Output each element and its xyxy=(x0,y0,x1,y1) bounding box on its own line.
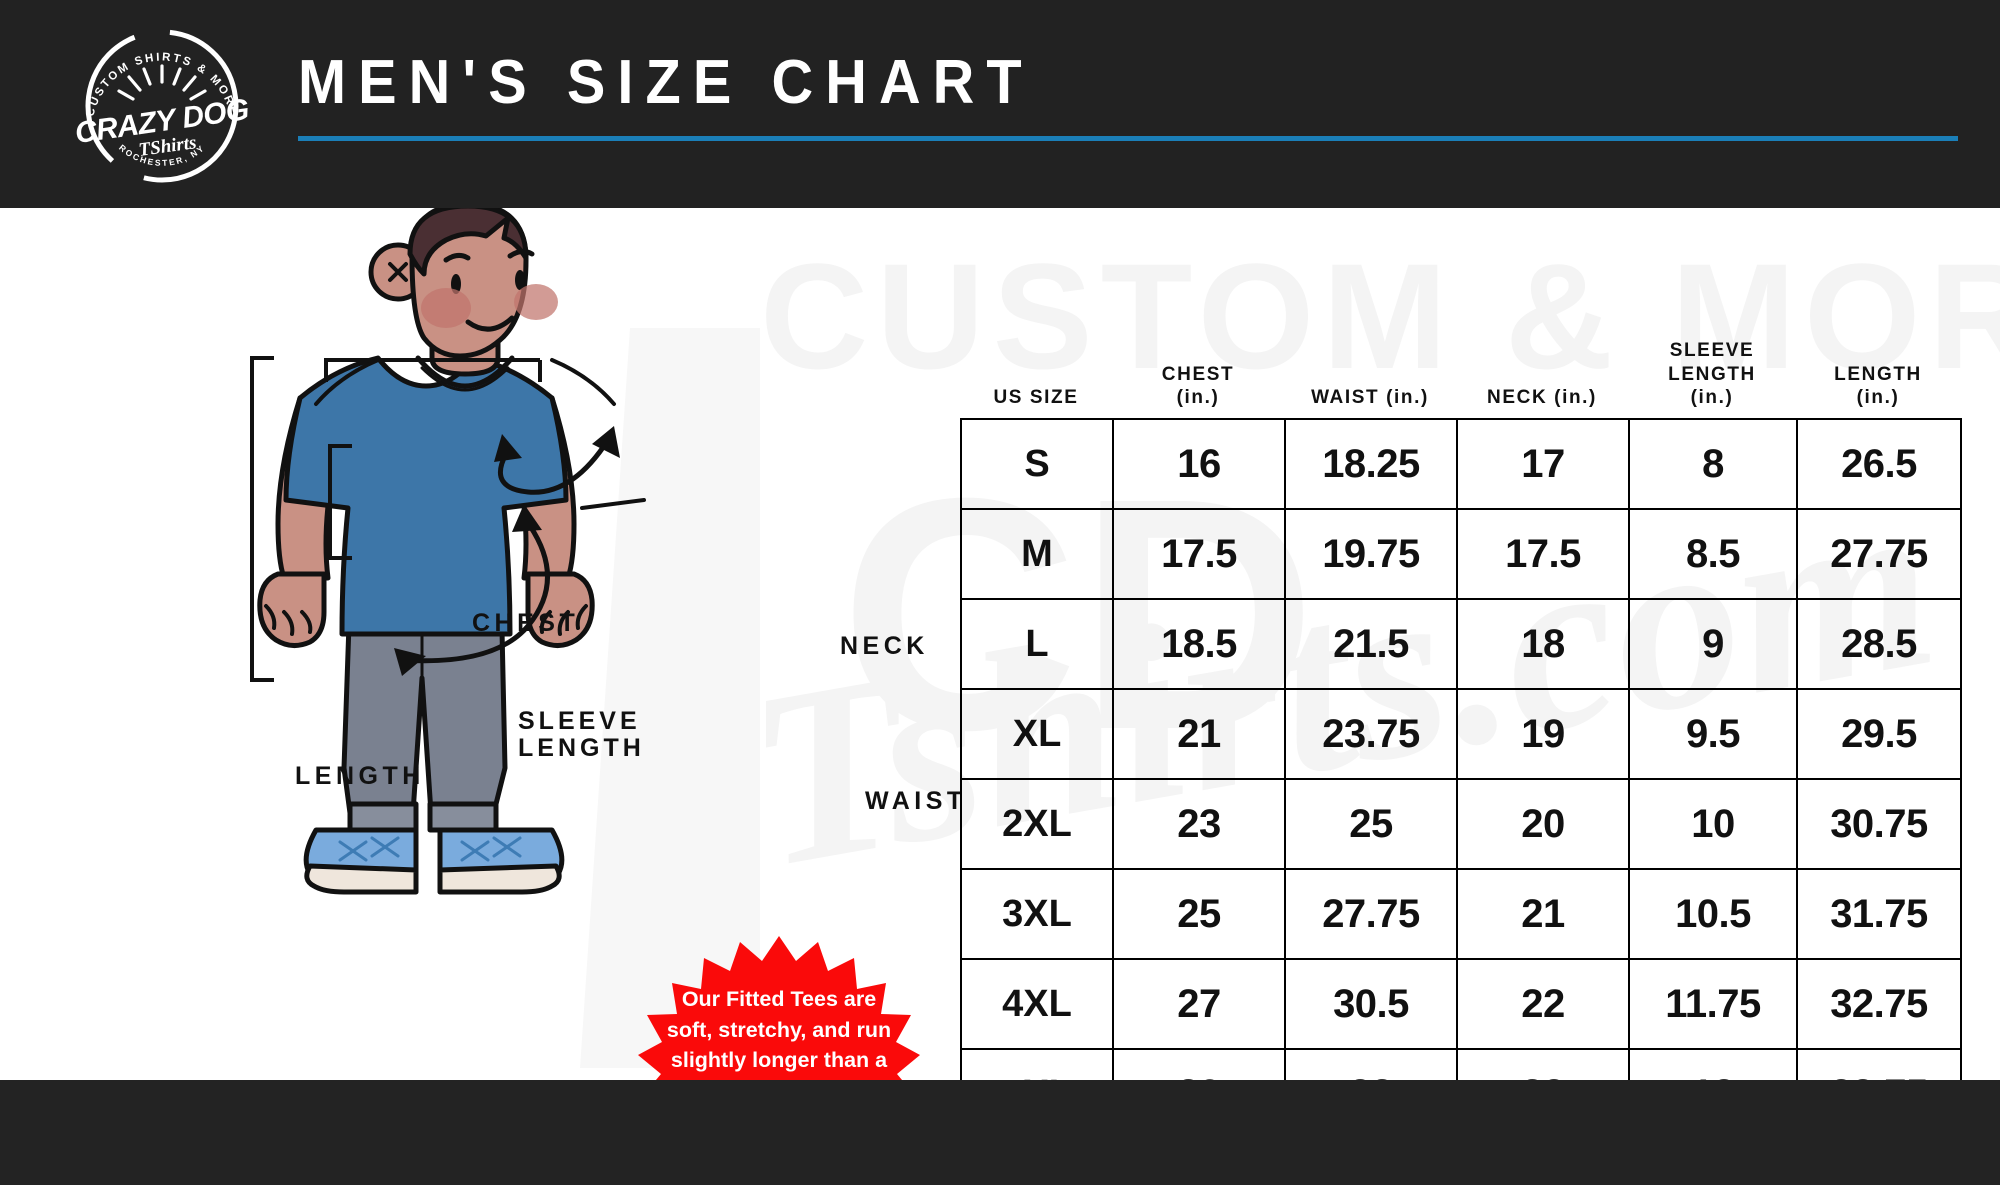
cell-size: 2XL xyxy=(960,778,1114,870)
cell-length: 26.5 xyxy=(1796,418,1962,510)
cell-waist: 18.25 xyxy=(1284,418,1458,510)
size-table-header-row: US SIZE CHEST (in.) WAIST (in.) NECK (in… xyxy=(960,328,1960,418)
cell-waist: 25 xyxy=(1284,778,1458,870)
size-table: S 16 18.25 17 8 26.5 M 17.5 19.75 17.5 8.5 27.75 L 18… xyxy=(960,418,1962,1080)
label-sleeve-line2: LENGTH xyxy=(518,734,645,762)
cell-waist: 19.75 xyxy=(1284,508,1458,600)
header-neck: NECK (in.) xyxy=(1487,387,1597,409)
label-sleeve-length: SLEEVE LENGTH xyxy=(518,708,645,762)
cell-sleeve_length: 11.75 xyxy=(1628,958,1798,1050)
hair xyxy=(407,208,529,277)
cell-neck: 19 xyxy=(1456,688,1630,780)
cell-length: 31.75 xyxy=(1796,868,1962,960)
cell-neck: 17.5 xyxy=(1456,508,1630,600)
label-length: LENGTH xyxy=(295,762,425,790)
header-bar: CUSTOM SHIRTS & MORE CRAZY DOG TShirts R… xyxy=(0,0,2000,208)
cell-chest: 18.5 xyxy=(1112,598,1286,690)
cell-waist: 30.5 xyxy=(1284,958,1458,1050)
title-block: MEN'S SIZE CHART xyxy=(298,48,1958,141)
cell-sleeve_length: 13 xyxy=(1628,1048,1798,1080)
cell-size: L xyxy=(960,598,1114,690)
cell-sleeve_length: 10 xyxy=(1628,778,1798,870)
cell-waist: 23.75 xyxy=(1284,688,1458,780)
header-waist: WAIST (in.) xyxy=(1311,387,1429,409)
page-title: MEN'S SIZE CHART xyxy=(298,48,1034,117)
cell-size: XL xyxy=(960,688,1114,780)
table-row: 3XL 25 27.75 21 10.5 31.75 xyxy=(960,868,1962,960)
badge-text: Our Fitted Tees are soft, stretchy, and … xyxy=(666,987,892,1080)
cell-sleeve_length: 8.5 xyxy=(1628,508,1798,600)
cell-sleeve_length: 9 xyxy=(1628,598,1798,690)
table-row: L 18.5 21.5 18 9 28.5 xyxy=(960,598,1962,690)
cell-length: 32.75 xyxy=(1796,958,1962,1050)
cell-length: 28.5 xyxy=(1796,598,1962,690)
cell-length: 27.75 xyxy=(1796,508,1962,600)
table-row: XL 21 23.75 19 9.5 29.5 xyxy=(960,688,1962,780)
chest-bracket xyxy=(324,358,498,382)
cell-sleeve_length: 9.5 xyxy=(1628,688,1798,780)
fitted-tees-badge: Our Fitted Tees are soft, stretchy, and … xyxy=(638,936,920,1080)
right-cheek xyxy=(514,284,558,320)
cell-sleeve_length: 10.5 xyxy=(1628,868,1798,960)
length-bracket xyxy=(250,356,274,682)
label-sleeve-line1: SLEEVE xyxy=(518,707,641,735)
cell-neck: 18 xyxy=(1456,598,1630,690)
cell-size: 3XL xyxy=(960,868,1114,960)
sleeve-length-bracket xyxy=(328,444,352,560)
table-row: S 16 18.25 17 8 26.5 xyxy=(960,418,1962,510)
cell-chest: 25 xyxy=(1112,868,1286,960)
cell-waist: 21.5 xyxy=(1284,598,1458,690)
cell-chest: 27 xyxy=(1112,958,1286,1050)
cell-waist: 27.75 xyxy=(1284,868,1458,960)
size-chart-section: US SIZE CHEST (in.) WAIST (in.) NECK (in… xyxy=(960,328,1962,1080)
cell-chest: 17.5 xyxy=(1112,508,1286,600)
starburst-shape xyxy=(638,936,920,1080)
label-neck: NECK xyxy=(840,632,929,660)
table-row: 4XL 27 30.5 22 11.75 32.75 xyxy=(960,958,1962,1050)
cell-length: 33.75 xyxy=(1796,1048,1962,1080)
cell-neck: 22 xyxy=(1456,958,1630,1050)
table-row: 2XL 23 25 20 10 30.75 xyxy=(960,778,1962,870)
header-length: LENGTH (in.) xyxy=(1834,363,1922,409)
table-row: 5XL2932231333.75 xyxy=(960,1048,1962,1080)
cell-neck: 17 xyxy=(1456,418,1630,510)
waist-arrowhead xyxy=(512,504,542,532)
mens-tshirt-illustration: CHEST NECK SLEEVE LENGTH LENGTH WAIST xyxy=(200,208,962,1080)
cell-size: 5XL xyxy=(960,1048,1114,1080)
cell-length: 29.5 xyxy=(1796,688,1962,780)
cell-size: M xyxy=(960,508,1114,600)
cell-neck: 21 xyxy=(1456,868,1630,960)
cell-size: S xyxy=(960,418,1114,510)
measurement-arrows xyxy=(399,437,611,664)
table-row: M 17.5 19.75 17.5 8.5 27.75 xyxy=(960,508,1962,600)
cell-waist: 32 xyxy=(1284,1048,1458,1080)
header-sleeve-length: SLEEVE LENGTH (in.) xyxy=(1668,339,1756,409)
size-table-body: S 16 18.25 17 8 26.5 M 17.5 19.75 17.5 8.5 27.75 L 18… xyxy=(960,418,1962,1080)
cell-chest: 29 xyxy=(1112,1048,1286,1080)
cell-sleeve_length: 8 xyxy=(1628,418,1798,510)
neck-arrowhead xyxy=(494,434,522,462)
left-cheek xyxy=(421,288,471,328)
label-waist: WAIST xyxy=(865,787,967,815)
cell-chest: 23 xyxy=(1112,778,1286,870)
main-content: CUSTOM & MORE Tshirts.com CD xyxy=(0,208,2000,1080)
title-accent-rule xyxy=(298,136,1958,141)
cell-chest: 21 xyxy=(1112,688,1286,780)
waist-arrowhead-end xyxy=(394,648,426,676)
neck-arrowhead-end xyxy=(592,426,620,458)
header-chest: CHEST (in.) xyxy=(1161,363,1235,409)
cell-chest: 16 xyxy=(1112,418,1286,510)
footer-bar xyxy=(0,1080,2000,1185)
crazy-dog-logo: CUSTOM SHIRTS & MORE CRAZY DOG TShirts R… xyxy=(72,22,252,186)
header-us-size: US SIZE xyxy=(993,387,1079,409)
measurement-brackets xyxy=(250,356,542,682)
label-chest: CHEST xyxy=(472,609,580,637)
cell-size: 4XL xyxy=(960,958,1114,1050)
cell-length: 30.75 xyxy=(1796,778,1962,870)
cell-neck: 20 xyxy=(1456,778,1630,870)
cell-neck: 23 xyxy=(1456,1048,1630,1080)
